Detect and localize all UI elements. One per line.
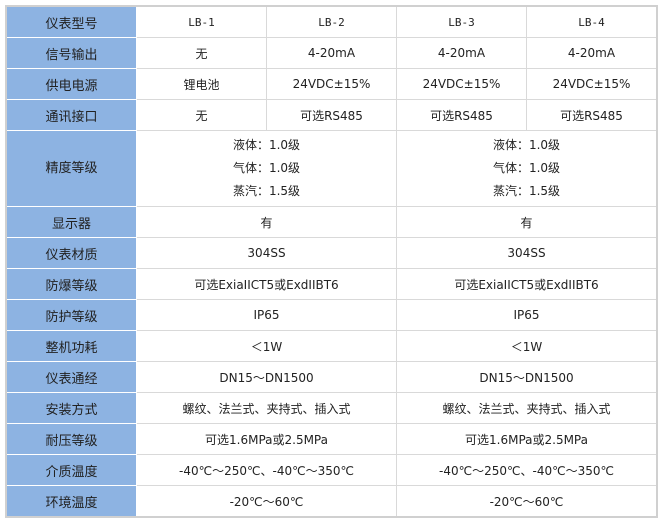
value-cell: DN15～DN1500 [396, 361, 658, 393]
table-row: 精度等级 液体：1.0级 气体：1.0级 蒸汽：1.5级 液体：1.0级 气体：1.0级蒸… [5, 130, 658, 207]
value-cell: ＜1W [396, 330, 658, 362]
row-header: 显示器 [5, 206, 137, 238]
value-cell: 无 [136, 99, 267, 131]
value-cell: 304SS [136, 237, 397, 269]
value-cell: 可选RS485 [396, 99, 527, 131]
model-cell: LB-1 [136, 5, 267, 38]
row-header: 通讯接口 [5, 99, 137, 131]
value-cell: 4-20mA [266, 37, 397, 69]
row-header: 防爆等级 [5, 268, 137, 300]
value-cell: 锂电池 [136, 68, 267, 100]
value-cell: 24VDC±15% [526, 68, 658, 100]
row-header: 环境温度 [5, 485, 137, 518]
row-header: 精度等级 [5, 130, 137, 207]
model-cell: LB-4 [526, 5, 658, 38]
row-header: 耐压等级 [5, 423, 137, 455]
table-row: 介质温度 -40℃～250℃、-40℃～350℃ -40℃～250℃、-40℃～35… [5, 454, 658, 486]
table-row: 供电电源 锂电池 24VDC±15% 24VDC±15% 24VDC±15% [5, 68, 658, 100]
precision-line: 蒸汽：1.5级 [492, 184, 561, 198]
table-row: 显示器有有 [5, 206, 658, 238]
value-cell: 可选RS485 [526, 99, 658, 131]
table-row: 环境温度 -20℃～60℃ -20℃～60℃ [5, 485, 658, 518]
value-cell: -40℃～250℃、-40℃～350℃ [396, 454, 658, 486]
precision-line: 液体：1.0级 [232, 138, 301, 152]
value-cell: DN15～DN1500 [136, 361, 397, 393]
precision-cell: 液体：1.0级 气体：1.0级 蒸汽：1.5级 [136, 130, 397, 207]
value-cell: 24VDC±15% [396, 68, 527, 100]
value-cell: -20℃～60℃ [136, 485, 397, 518]
spec-table: 仪表型号 LB-1 LB-2 LB-3 LB-4 信号输出无 4-20mA 4-20mA 4-2… [5, 5, 658, 518]
value-cell: IP65 [396, 299, 658, 331]
row-header: 安装方式 [5, 392, 137, 424]
value-cell: 24VDC±15% [266, 68, 397, 100]
value-cell: 有 [136, 206, 397, 238]
precision-line: 液体：1.0级 [492, 138, 561, 152]
row-header: 介质温度 [5, 454, 137, 486]
value-cell: 可选ExiaIICT5或ExdIIBT6 [396, 268, 658, 300]
row-header: 仪表通经 [5, 361, 137, 393]
value-cell: 螺纹、法兰式、夹持式、插入式 [396, 392, 658, 424]
table-row: 信号输出无 4-20mA 4-20mA 4-20mA [5, 37, 658, 69]
table-row: 防护等级 IP65 IP65 [5, 299, 658, 331]
value-cell: 可选1.6MPa或2.5MPa [396, 423, 658, 455]
row-header: 仪表型号 [5, 5, 137, 38]
row-header: 仪表材质 [5, 237, 137, 269]
value-cell: 有 [396, 206, 658, 238]
row-header: 信号输出 [5, 37, 137, 69]
table-row: 防爆等级 可选ExiaIICT5或ExdIIBT6 可选ExiaIICT5或ExdI… [5, 268, 658, 300]
row-header: 防护等级 [5, 299, 137, 331]
value-cell: 304SS [396, 237, 658, 269]
row-header: 整机功耗 [5, 330, 137, 362]
table-row: 耐压等级 可选1.6MPa或2.5MPa 可选1.6MPa或2.5MPa [5, 423, 658, 455]
precision-line: 气体：1.0级 [232, 161, 301, 175]
table-row: 通讯接口无可选RS485 可选RS485 可选RS485 [5, 99, 658, 131]
value-cell: 4-20mA [396, 37, 527, 69]
precision-cell: 液体：1.0级 气体：1.0级 蒸汽：1.5级 [396, 130, 658, 207]
value-cell: 可选ExiaIICT5或ExdIIBT6 [136, 268, 397, 300]
value-cell: 无 [136, 37, 267, 69]
value-cell: 螺纹、法兰式、夹持式、插入式 [136, 392, 397, 424]
model-cell: LB-3 [396, 5, 527, 38]
row-header: 供电电源 [5, 68, 137, 100]
precision-line: 蒸汽：1.5级 [232, 184, 301, 198]
value-cell: -20℃～60℃ [396, 485, 658, 518]
table-row: 仪表通经 DN15～DN1500 DN15～DN1500 [5, 361, 658, 393]
table-row: 仪表型号 LB-1 LB-2 LB-3 LB-4 [5, 5, 658, 38]
table-row: 整机功耗 ＜1W ＜1W [5, 330, 658, 362]
table-row: 安装方式 螺纹、法兰式、夹持式、插入式 螺纹、法兰式、夹持式、插入式 [5, 392, 658, 424]
precision-line: 气体：1.0级 [492, 161, 561, 175]
value-cell: IP65 [136, 299, 397, 331]
value-cell: -40℃～250℃、-40℃～350℃ [136, 454, 397, 486]
model-cell: LB-2 [266, 5, 397, 38]
value-cell: ＜1W [136, 330, 397, 362]
value-cell: 可选1.6MPa或2.5MPa [136, 423, 397, 455]
value-cell: 可选RS485 [266, 99, 397, 131]
table-row: 仪表材质 304SS 304SS [5, 237, 658, 269]
value-cell: 4-20mA [526, 37, 658, 69]
